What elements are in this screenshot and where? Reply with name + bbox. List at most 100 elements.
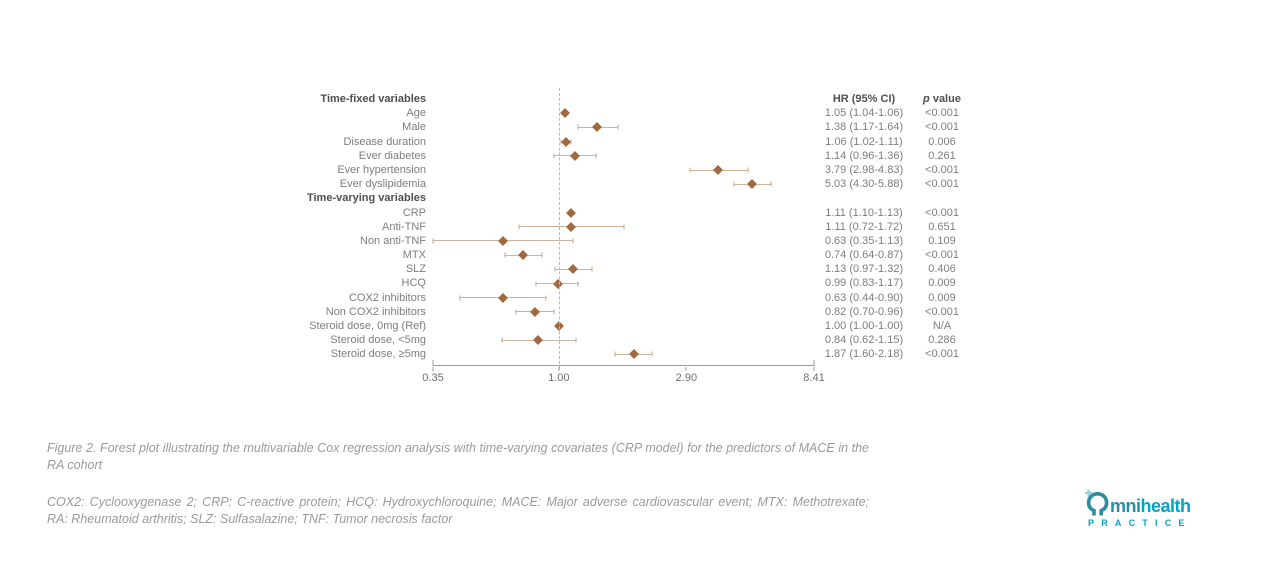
reference-line	[558, 88, 560, 369]
figure-caption: Figure 2. Forest plot illustrating the m…	[47, 441, 869, 472]
hr-point-diamond	[498, 236, 509, 246]
forest-row: Male 1.38 (1.17-1.64) <0.001	[150, 120, 972, 134]
plot-cell	[433, 319, 814, 333]
omnihealth-logo: mni health PRACTICE	[1085, 489, 1217, 528]
plot-cell	[433, 120, 814, 134]
ci-cap-low	[459, 295, 461, 301]
p-value: 0.109	[928, 234, 956, 247]
ci-cap-low	[504, 252, 506, 258]
plot-cell	[433, 177, 814, 191]
forest-row: Non COX2 inhibitors 0.82 (0.70-0.96) <0.00…	[150, 305, 972, 319]
forest-rows: Time-fixed variables HR (95% CI) p value Ag…	[150, 92, 972, 362]
ci-cap-high	[570, 139, 572, 145]
hr-point-diamond	[532, 335, 543, 346]
plot-cell	[432, 234, 814, 248]
forest-row: Ever hypertension 3.79 (2.98-4.83) <0.001	[150, 163, 972, 177]
axis-tick-label: 0.35	[422, 372, 444, 384]
hr-point-diamond	[530, 306, 540, 317]
forest-row: Non anti-TNF 0.63 (0.35-1.13) 0.109	[150, 234, 972, 248]
row-label: HCQ	[401, 277, 426, 290]
row-label: SLZ	[405, 263, 426, 276]
plot-cell	[433, 248, 814, 262]
forest-row: Ever diabetes 1.14 (0.96-1.36) 0.261	[150, 149, 972, 163]
hr-point-diamond	[713, 165, 724, 175]
ci-cap-low	[501, 337, 503, 343]
hr-point-diamond	[566, 221, 577, 232]
p-value: <0.001	[925, 121, 959, 134]
hr-value: 1.00 (1.00-1.00)	[824, 320, 904, 332]
section-label: Time-fixed variables	[320, 93, 426, 105]
axis-tick-label: 2.90	[675, 372, 698, 384]
section-row: Time-fixed variables HR (95% CI) p value	[150, 92, 972, 106]
row-label: MTX	[402, 249, 426, 262]
hr-column-header: HR (95% CI)	[832, 93, 896, 105]
ci-cap-low	[518, 224, 520, 230]
ci-cap-high	[541, 252, 543, 258]
axis-tick-label: 8.41	[803, 372, 825, 384]
hr-point-diamond	[498, 292, 509, 303]
section-label: Time-varying variables	[306, 192, 426, 205]
ci-cap-low	[689, 167, 691, 173]
plot-cell	[433, 106, 814, 120]
p-value: <0.001	[925, 206, 959, 219]
forest-row: Steroid dose, ≥5mg 1.87 (1.60-2.18) <0.001	[150, 347, 972, 361]
plot-cell	[433, 163, 814, 177]
plot-cell	[433, 92, 814, 106]
plot-cell	[433, 262, 814, 276]
forest-row: HCQ 0.99 (0.83-1.17) 0.009	[150, 276, 972, 290]
row-label: Anti-TNF	[382, 220, 426, 233]
p-value: 0.261	[928, 149, 956, 162]
x-axis: 0.35 1.00 2.90 8.41	[422, 360, 825, 384]
hr-point-diamond	[747, 179, 758, 190]
hr-value	[814, 191, 914, 205]
ci-cap-high	[591, 266, 593, 272]
row-label: Male	[402, 121, 426, 134]
omnihealth-logo-icon	[1085, 489, 1109, 516]
ci-cap-low	[535, 281, 537, 287]
logo-text-mni: mni	[1110, 496, 1141, 516]
p-value: 0.009	[928, 291, 956, 304]
ci-cap-high	[572, 238, 574, 244]
hr-value: 1.13 (0.97-1.32)	[824, 263, 904, 276]
hr-value: 0.74 (0.64-0.87)	[824, 249, 904, 262]
forest-row: MTX 0.74 (0.64-0.87) <0.001	[150, 248, 972, 262]
p-value: <0.001	[925, 305, 959, 318]
p-column-header: p value	[923, 93, 961, 105]
ci-cap-high	[577, 281, 579, 287]
hr-value: 1.87 (1.60-2.18)	[824, 348, 904, 361]
plot-cell	[433, 220, 814, 234]
hr-value: 1.11 (0.72-1.72)	[825, 220, 903, 233]
forest-row: Steroid dose, <5mg 0.84 (0.62-1.15) 0.286	[150, 333, 972, 347]
axis-end-tick	[432, 360, 434, 366]
ci-cap-low	[432, 238, 434, 244]
p-value: 0.006	[928, 135, 956, 148]
axis-tick	[813, 367, 815, 371]
forest-row: COX2 inhibitors 0.63 (0.44-0.90) 0.009	[150, 291, 972, 305]
hr-value: 1.11 (1.10-1.13)	[825, 206, 903, 219]
logo-text-health: health	[1140, 496, 1192, 516]
forest-row: Disease duration 1.06 (1.02-1.11) 0.006	[150, 135, 972, 149]
plot-cell	[433, 305, 814, 319]
axis-tick	[432, 367, 434, 371]
p-value: <0.001	[925, 107, 959, 120]
abbreviations-note: COX2: Cyclooxygenase 2; CRP: C-reactive …	[47, 495, 869, 526]
p-value	[914, 191, 970, 205]
forest-row: Steroid dose, 0mg (Ref) 1.00 (1.00-1.00) N…	[150, 319, 972, 333]
hr-value: 0.63 (0.35-1.13)	[824, 234, 904, 247]
row-label: Steroid dose, 0mg (Ref)	[309, 320, 426, 332]
ci-cap-high	[651, 351, 653, 357]
plot-cell	[433, 347, 814, 361]
axis-tick	[685, 367, 687, 371]
row-label: Disease duration	[343, 135, 426, 148]
axis-tick-label: 1.00	[548, 372, 570, 384]
p-value: <0.001	[925, 249, 959, 262]
hr-point-diamond	[552, 278, 563, 289]
plot-cell	[433, 206, 814, 220]
ci-cap-high	[545, 295, 547, 301]
ci-cap-high	[553, 309, 555, 315]
forest-row: Ever dyslipidemia 5.03 (4.30-5.88) <0.001	[150, 177, 972, 191]
forest-row: Age 1.05 (1.04-1.06) <0.001	[150, 106, 972, 120]
p-value: 0.406	[928, 263, 956, 276]
ci-cap-low	[553, 153, 555, 159]
